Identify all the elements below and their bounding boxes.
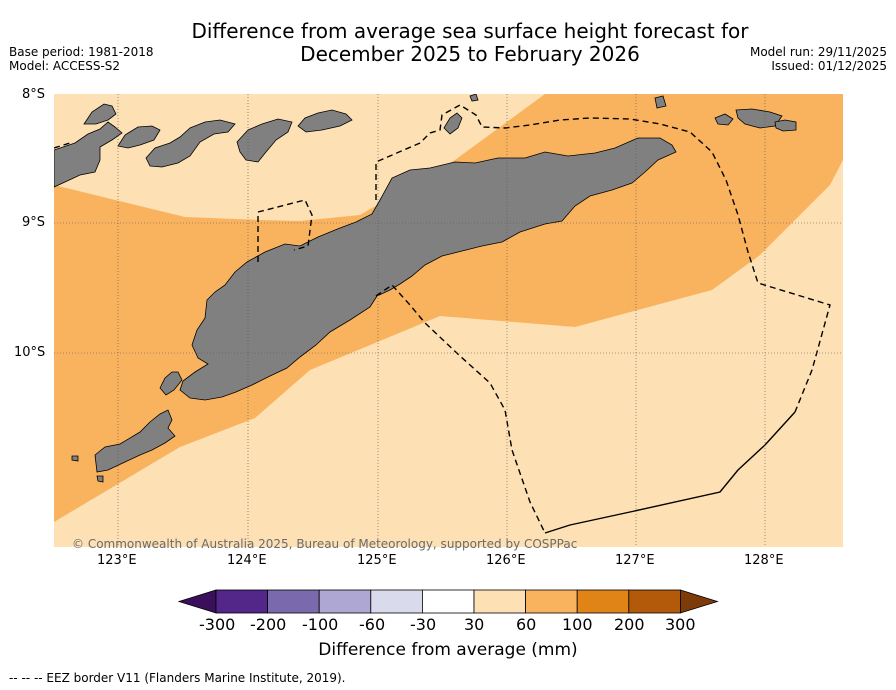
wetar-island bbox=[443, 112, 463, 135]
roti-island bbox=[159, 371, 183, 396]
gridlines bbox=[54, 94, 843, 547]
colorbar-extend-low bbox=[177, 589, 217, 614]
chart-title: Difference from average sea surface heig… bbox=[0, 20, 896, 66]
timor-island bbox=[179, 137, 677, 401]
anomaly-band-60-100 bbox=[54, 94, 843, 522]
lon-label-123e: 123°E bbox=[97, 553, 137, 568]
colorbar-tick-label: -30 bbox=[410, 615, 437, 634]
colorbar-tick-label: -300 bbox=[199, 615, 236, 634]
small-island-4 bbox=[469, 94, 479, 102]
colorbar-tick-label: 100 bbox=[562, 615, 593, 634]
colorbar-segment bbox=[525, 589, 578, 614]
model-name: Model: ACCESS-S2 bbox=[9, 59, 121, 73]
sawu-island bbox=[94, 409, 176, 473]
leti-island bbox=[714, 113, 734, 126]
title-line-1: Difference from average sea surface heig… bbox=[191, 19, 749, 43]
alor-island bbox=[236, 118, 293, 163]
small-island-2 bbox=[71, 455, 79, 462]
colorbar-segment bbox=[318, 589, 372, 614]
lon-label-124e: 124°E bbox=[227, 553, 267, 568]
colorbar-tick-label: 300 bbox=[665, 615, 696, 634]
title-line-2: December 2025 to February 2026 bbox=[300, 42, 640, 66]
colorbar-segment bbox=[267, 589, 320, 614]
adonara-island bbox=[117, 125, 161, 149]
lon-label-128e: 128°E bbox=[744, 553, 784, 568]
colorbar-segment bbox=[473, 589, 526, 614]
model-run: Model run: 29/11/2025 bbox=[749, 45, 887, 59]
lat-label-9s: 9°S bbox=[22, 215, 46, 230]
colorbar-tick-label: -200 bbox=[250, 615, 287, 634]
flores-island bbox=[54, 121, 123, 188]
lon-label-125e: 125°E bbox=[357, 553, 397, 568]
colorbar-title: Difference from average (mm) bbox=[318, 640, 578, 660]
base-period: Base period: 1981-2018 bbox=[9, 45, 154, 59]
lakor-island bbox=[774, 119, 797, 132]
colorbar-tick-label: -60 bbox=[359, 615, 386, 634]
moa-island bbox=[735, 108, 783, 129]
colorbar bbox=[177, 589, 719, 614]
meta-right: Model run: 29/11/2025 Issued: 01/12/2025 bbox=[750, 45, 887, 73]
colorbar-segment bbox=[215, 589, 268, 614]
lat-label-8s: 8°S bbox=[22, 87, 46, 102]
lon-label-127e: 127°E bbox=[615, 553, 655, 568]
lembata-island bbox=[145, 119, 236, 168]
colorbar-tick-label: 60 bbox=[516, 615, 537, 634]
colorbar-segment bbox=[370, 589, 423, 614]
meta-left: Base period: 1981-2018 Model: ACCESS-S2 bbox=[9, 45, 154, 73]
colorbar-tick-label: -100 bbox=[302, 615, 339, 634]
small-island-3 bbox=[96, 475, 104, 483]
colorbar-extend-high bbox=[680, 589, 719, 614]
kisar-island bbox=[654, 95, 667, 109]
land-masses bbox=[54, 94, 797, 483]
small-island-1 bbox=[83, 103, 117, 125]
pantar-island bbox=[297, 109, 353, 133]
copyright-notice: © Commonwealth of Australia 2025, Bureau… bbox=[72, 537, 578, 551]
colorbar-tick-label: 30 bbox=[464, 615, 485, 634]
lon-label-126e: 126°E bbox=[486, 553, 526, 568]
colorbar-segment bbox=[421, 589, 475, 614]
colorbar-segment bbox=[576, 589, 630, 614]
eez-legend-note: -- -- -- EEZ border V11 (Flanders Marine… bbox=[9, 671, 346, 685]
colorbar-tick-label: 200 bbox=[614, 615, 645, 634]
lat-label-10s: 10°S bbox=[14, 345, 46, 360]
colorbar-segment bbox=[628, 589, 681, 614]
issued-date: Issued: 01/12/2025 bbox=[771, 59, 887, 73]
